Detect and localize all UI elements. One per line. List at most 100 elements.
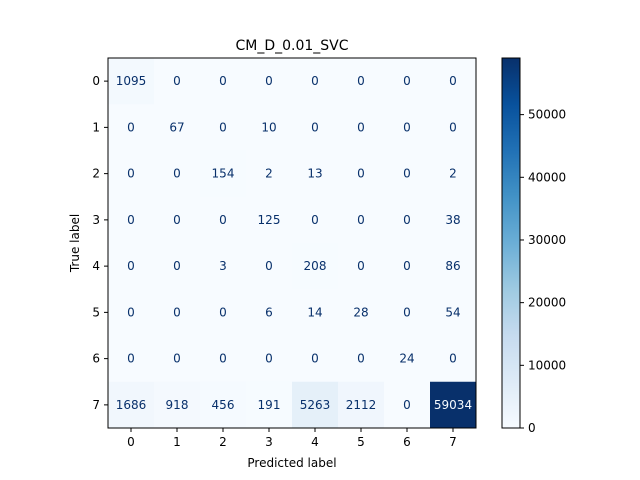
heatmap-cell [246, 58, 293, 105]
cell-value-label: 38 [445, 213, 460, 227]
cell-value-label: 0 [127, 259, 135, 273]
cell-value-label: 54 [445, 305, 460, 319]
heatmap-cell [430, 150, 477, 198]
heatmap-cell [384, 243, 431, 290]
cell-value-label: 0 [311, 120, 319, 134]
cell-value-label: 0 [357, 213, 365, 227]
heatmap-cell [430, 104, 477, 151]
y-tick-label: 2 [92, 167, 100, 181]
heatmap-cell [430, 289, 477, 336]
cell-value-label: 13 [307, 167, 322, 181]
cell-value-label: 67 [169, 120, 184, 134]
y-axis-label: True label [68, 214, 82, 273]
heatmap-cell [154, 335, 201, 383]
x-tick-label: 3 [265, 435, 273, 449]
cell-value-label: 918 [166, 398, 189, 412]
heatmap-cell [154, 196, 201, 244]
cell-value-label: 0 [127, 352, 135, 366]
heatmap-cell [292, 289, 339, 336]
colorbar-tick-label: 50000 [528, 108, 566, 122]
cell-value-label: 6 [265, 305, 273, 319]
heatmap-cell [154, 104, 201, 151]
cell-value-label: 191 [258, 398, 281, 412]
heatmap-cell [108, 289, 155, 336]
chart-title: CM_D_0.01_SVC [235, 38, 348, 54]
heatmap-cell [200, 196, 247, 244]
heatmap-cell [200, 289, 247, 336]
cell-value-label: 0 [173, 74, 181, 88]
heatmap-cell [246, 381, 293, 429]
cell-value-label: 0 [357, 259, 365, 273]
colorbar-ticks: 0 10000 20000 30000 40000 50000 [520, 108, 566, 435]
heatmap-cell [246, 150, 293, 198]
cell-value-label: 3 [219, 259, 227, 273]
x-tick-label: 0 [127, 435, 135, 449]
x-tick-label: 5 [357, 435, 365, 449]
heatmap-cell [108, 58, 155, 105]
heatmap-cell [384, 150, 431, 198]
cell-value-label: 0 [311, 213, 319, 227]
cell-value-label: 1095 [116, 74, 147, 88]
cell-value-label: 2 [449, 167, 457, 181]
cell-value-label: 0 [173, 167, 181, 181]
x-tick-label: 7 [449, 435, 457, 449]
y-tick-label: 0 [92, 74, 100, 88]
heatmap-cell [384, 289, 431, 336]
cell-value-label: 0 [219, 74, 227, 88]
colorbar-tick-label: 20000 [528, 296, 566, 310]
heatmap-cell [292, 58, 339, 105]
heatmap-cell [384, 58, 431, 105]
heatmap-cell [338, 58, 385, 105]
heatmap-cell [338, 196, 385, 244]
heatmap-cell [154, 381, 201, 429]
cell-value-label: 0 [219, 213, 227, 227]
x-tick-label: 6 [403, 435, 411, 449]
cell-value-label: 0 [403, 120, 411, 134]
cell-value-label: 0 [173, 305, 181, 319]
heatmap-cell [384, 196, 431, 244]
y-tick-label: 5 [92, 305, 100, 319]
cell-value-label: 59034 [434, 398, 472, 412]
cell-value-label: 0 [311, 74, 319, 88]
heatmap-cell [338, 289, 385, 336]
cell-value-label: 0 [449, 74, 457, 88]
heatmap-cell [430, 243, 477, 290]
heatmap-cell [292, 104, 339, 151]
heatmap-cell [200, 243, 247, 290]
cell-value-label: 24 [399, 352, 414, 366]
y-tick-label: 1 [92, 120, 100, 134]
heatmap-cell [338, 381, 385, 429]
heatmap-cell [430, 58, 477, 105]
plot-frame [107, 57, 477, 429]
heatmap-cell [292, 381, 339, 429]
y-tick-label: 7 [92, 398, 100, 412]
cell-value-label: 0 [173, 352, 181, 366]
heatmap-cell [108, 381, 155, 429]
heatmap-cell [430, 196, 477, 244]
heatmap-cell [430, 335, 477, 383]
cell-value-label: 0 [357, 352, 365, 366]
cell-value-label: 0 [173, 259, 181, 273]
heatmap-cell [384, 381, 431, 429]
heatmap-cell [246, 243, 293, 290]
heatmap-cell [430, 381, 477, 429]
heatmap-cell [108, 150, 155, 198]
y-tick-label: 3 [92, 213, 100, 227]
cell-value-label: 0 [219, 305, 227, 319]
heatmap-cell [292, 196, 339, 244]
heatmap-cell [384, 104, 431, 151]
x-axis-label: Predicted label [247, 456, 336, 470]
heatmap-cell [246, 289, 293, 336]
colorbar-tick-label: 30000 [528, 233, 566, 247]
y-tick-label: 6 [92, 352, 100, 366]
heatmap-cell [200, 381, 247, 429]
heatmap-cell [154, 58, 201, 105]
heatmap-cell [338, 104, 385, 151]
heatmap-cell [200, 58, 247, 105]
heatmap-cell [292, 150, 339, 198]
cell-value-label: 0 [403, 305, 411, 319]
y-tick-label: 4 [92, 259, 100, 273]
cell-value-label: 0 [219, 120, 227, 134]
cell-value-label: 2112 [346, 398, 377, 412]
